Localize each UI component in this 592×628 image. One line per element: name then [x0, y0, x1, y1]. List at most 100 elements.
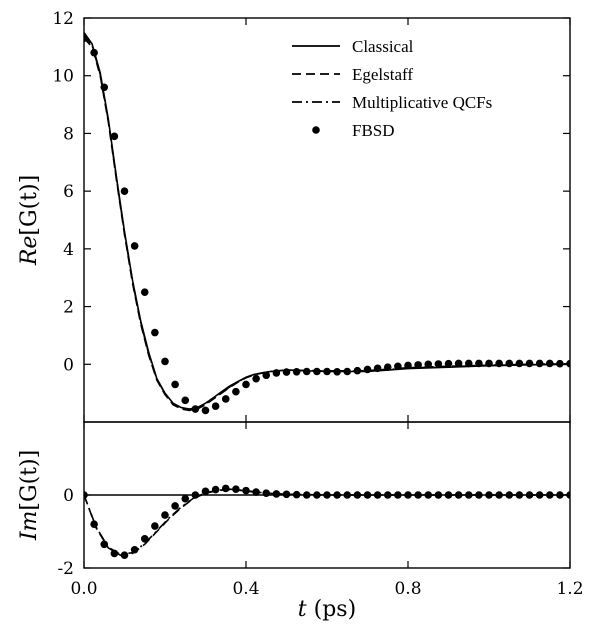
point-fbsd	[363, 365, 372, 374]
point-fbsd	[181, 396, 190, 405]
point-fbsd	[333, 491, 341, 499]
point-fbsd	[100, 540, 109, 549]
point-fbsd	[444, 359, 453, 368]
point-fbsd	[292, 490, 301, 499]
point-fbsd	[464, 359, 473, 368]
point-fbsd	[475, 359, 483, 368]
point-fbsd	[353, 366, 362, 375]
point-fbsd	[120, 187, 129, 195]
point-fbsd	[515, 491, 524, 499]
point-fbsd	[424, 360, 433, 369]
point-fbsd	[535, 491, 544, 499]
y-tick-label: 0	[63, 355, 74, 375]
y-axis-label: Im[G(t)]	[17, 450, 42, 541]
point-fbsd	[84, 491, 88, 499]
bottom-panel: -2 0 0.0 0.4 0.8 1.2	[57, 421, 584, 599]
y-tick-label: -2	[57, 559, 74, 579]
point-fbsd	[414, 491, 422, 499]
y-tick-label: 0	[63, 486, 74, 506]
point-fbsd	[505, 359, 514, 368]
point-fbsd	[151, 328, 159, 337]
point-fbsd	[313, 367, 321, 376]
point-fbsd	[171, 380, 179, 389]
point-fbsd	[535, 359, 544, 368]
point-fbsd	[505, 491, 514, 499]
y-tick-label: 6	[63, 182, 74, 202]
point-fbsd	[181, 494, 190, 503]
point-fbsd	[262, 489, 271, 497]
y-axis-label-prefix: Re	[17, 236, 42, 267]
point-fbsd	[444, 491, 453, 499]
point-fbsd	[333, 367, 341, 376]
y-axis-label-arg: [G(t)]	[17, 450, 42, 511]
point-fbsd	[232, 485, 240, 493]
line-egelstaff	[84, 37, 570, 412]
point-fbsd	[151, 522, 159, 530]
point-fbsd	[110, 549, 119, 558]
point-fbsd	[373, 491, 382, 499]
point-fbsd	[161, 511, 169, 519]
point-fbsd	[525, 359, 534, 368]
point-fbsd	[424, 491, 433, 499]
x-axis-label-unit: (ps)	[314, 597, 357, 622]
point-fbsd	[454, 491, 463, 499]
point-fbsd	[556, 359, 564, 368]
point-fbsd	[343, 367, 352, 376]
point-fbsd	[464, 491, 473, 499]
point-fbsd	[130, 242, 139, 250]
point-fbsd	[161, 357, 169, 366]
point-fbsd	[302, 367, 311, 376]
point-fbsd	[434, 360, 443, 368]
point-fbsd	[363, 491, 372, 499]
x-tick-label: 1.2	[556, 579, 583, 599]
point-fbsd	[211, 402, 220, 410]
point-fbsd	[201, 406, 210, 415]
y-tick-label: 4	[63, 240, 74, 260]
line-egelstaff	[84, 488, 570, 557]
legend-label-multiplicative-qcfs: Multiplicative QCFs	[352, 93, 492, 112]
y-axis-label: Re[G(t)]	[17, 175, 42, 266]
y-tick-label: 10	[52, 67, 74, 87]
point-fbsd	[242, 486, 250, 495]
point-fbsd	[434, 491, 443, 499]
legend-label-fbsd: FBSD	[352, 121, 395, 140]
point-fbsd	[394, 491, 402, 499]
point-fbsd	[221, 484, 230, 493]
point-fbsd	[495, 491, 503, 499]
point-fbsd	[475, 491, 483, 499]
point-fbsd	[282, 368, 291, 376]
legend-marker-fbsd	[312, 126, 320, 134]
point-fbsd	[90, 48, 98, 57]
point-fbsd	[140, 535, 149, 543]
point-fbsd	[485, 491, 493, 499]
point-fbsd	[100, 83, 109, 92]
point-fbsd	[566, 491, 570, 499]
legend: Classical Egelstaff Multiplicative QCFs FBS…	[292, 37, 492, 140]
point-fbsd	[232, 387, 240, 396]
point-fbsd	[140, 288, 149, 296]
point-fbsd	[313, 491, 321, 499]
point-fbsd	[485, 359, 493, 368]
point-fbsd	[201, 487, 210, 496]
point-fbsd	[272, 490, 281, 498]
point-fbsd	[515, 359, 524, 368]
point-fbsd	[252, 374, 260, 383]
point-fbsd	[545, 491, 554, 499]
point-fbsd	[130, 545, 139, 554]
point-fbsd	[556, 491, 564, 499]
point-fbsd	[525, 491, 534, 499]
point-fbsd	[84, 34, 88, 42]
x-axis-label-var: t	[298, 597, 314, 622]
x-tick-label: 0.4	[232, 579, 259, 599]
legend-label-classical: Classical	[352, 37, 414, 56]
x-tick-label: 0.8	[394, 579, 421, 599]
point-fbsd	[495, 359, 503, 368]
point-fbsd	[414, 361, 422, 369]
point-fbsd	[373, 364, 382, 373]
point-fbsd	[383, 363, 392, 371]
line-classical	[84, 31, 570, 410]
y-tick-label: 12	[52, 9, 74, 29]
x-tick-label: 0.0	[70, 579, 97, 599]
y-tick-label: 2	[63, 298, 74, 318]
